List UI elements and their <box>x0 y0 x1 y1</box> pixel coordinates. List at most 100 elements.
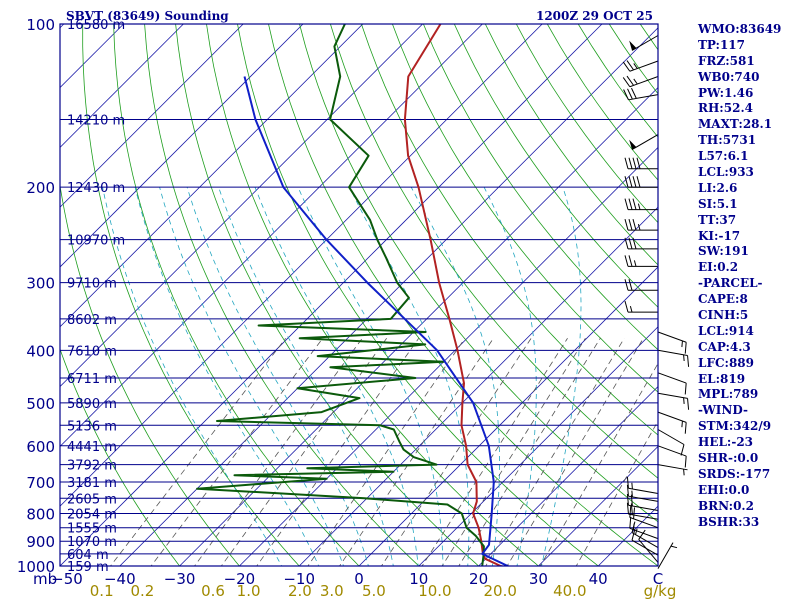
index-item: L57:6.1 <box>698 149 749 164</box>
wind-barb-half-feather <box>635 528 638 535</box>
height-label: 16580 m <box>67 18 125 33</box>
wind-barb <box>622 75 659 88</box>
wind-barb-full-feather <box>687 355 690 367</box>
wind-barb <box>624 237 658 250</box>
pressure-tick-label: 700 <box>26 474 55 492</box>
wind-barb <box>624 198 658 211</box>
wind-barb <box>624 218 658 231</box>
isotherm-line <box>119 27 658 566</box>
index-item: RH:52.4 <box>698 101 753 116</box>
temperature-tick-label: −10 <box>283 570 315 588</box>
wind-barb-staff <box>628 495 659 502</box>
mixing-ratio-label: 1.0 <box>237 582 261 600</box>
height-label: 604 m <box>67 548 109 563</box>
wind-barb-half-feather <box>683 469 685 476</box>
wind-barb-half-feather <box>637 223 641 231</box>
index-item: BRN:0.2 <box>698 498 754 513</box>
wind-barb-staff <box>657 542 674 569</box>
wind-barb <box>629 134 659 151</box>
wind-barb-full-feather <box>684 342 687 354</box>
wind-barb <box>657 429 685 456</box>
index-item: SW:191 <box>698 244 749 259</box>
wind-barb-staff <box>657 411 687 423</box>
wind-barbs <box>622 35 690 569</box>
temperature-tick-label: 40 <box>589 570 608 588</box>
wind-barb-half-feather <box>681 340 683 348</box>
mixing-ratio-label: 0.1 <box>90 582 114 600</box>
index-item: BSHR:33 <box>698 514 760 529</box>
wind-barb <box>622 60 659 72</box>
wind-barb-staff <box>629 76 659 88</box>
moist-adiabat-line <box>349 187 470 566</box>
mixing-ratio-label: 3.0 <box>320 582 344 600</box>
index-item: LFC:889 <box>698 355 754 370</box>
index-item: CINH:5 <box>698 308 749 323</box>
wind-barb-half-feather <box>683 354 685 362</box>
height-label: 2605 m <box>67 492 117 507</box>
wind-barb-full-feather <box>633 507 636 519</box>
wind-barb-full-feather <box>622 77 631 88</box>
mixing-ratio-label: 40.0 <box>553 582 586 600</box>
index-item: CAPE:8 <box>698 292 748 307</box>
height-label: 4441 m <box>67 440 117 455</box>
temperature-tick-label: −30 <box>164 570 196 588</box>
wind-barb-full-feather <box>624 218 629 231</box>
pressure-tick-label: 300 <box>26 275 55 293</box>
isotherm-line <box>60 24 244 208</box>
wind-barb-staff <box>629 60 659 72</box>
plot-frame <box>59 23 659 567</box>
isotherm-line <box>298 206 658 566</box>
index-item: TT:37 <box>698 212 737 227</box>
wind-barb <box>624 300 658 313</box>
wind-barb-half-feather <box>631 482 633 490</box>
mixing-ratio-label: 10.0 <box>418 582 451 600</box>
pressure-tick-label: 500 <box>26 395 55 413</box>
index-item: CAP:4.3 <box>698 339 751 354</box>
wind-barb-staff <box>657 331 687 343</box>
wind-barb-half-feather <box>670 545 678 549</box>
wind-barb-full-feather <box>624 198 629 210</box>
height-label: 8602 m <box>67 313 117 328</box>
wind-barb-staff <box>657 464 688 471</box>
stability-indices-panel: WMO:83649 TP:117 FRZ:581 WB0:740 PW:1.46 RH:5… <box>698 22 781 531</box>
wind-barb-staff <box>628 513 659 520</box>
wind-barb <box>624 176 658 188</box>
height-label: 10970 m <box>67 234 125 249</box>
wind-barb-full-feather <box>632 157 637 169</box>
wind-barb-pennant <box>629 40 637 51</box>
wind-barb-half-feather <box>681 420 683 428</box>
wind-barb <box>657 331 687 354</box>
height-label: 3181 m <box>67 476 117 491</box>
index-item: HEL:-23 <box>698 435 754 450</box>
wind-barb-full-feather <box>628 218 633 231</box>
wind-barb-staff <box>657 429 685 445</box>
wind-barb <box>629 35 659 51</box>
pressure-unit-label: mb <box>33 570 57 588</box>
wind-barb-staff <box>657 392 688 399</box>
wind-barb-full-feather <box>632 198 637 210</box>
index-item: TP:117 <box>698 37 746 52</box>
isotherm-line <box>60 24 184 148</box>
wind-barb <box>657 392 690 410</box>
wind-barb <box>626 476 659 494</box>
temperature-tick-label: 20 <box>469 570 488 588</box>
wind-barb-full-feather <box>623 89 629 101</box>
wind-barb-half-feather <box>629 305 633 313</box>
temperature-tick-label: −40 <box>104 570 136 588</box>
wind-barb-staff <box>628 487 659 494</box>
pressure-tick-label: 400 <box>26 342 55 360</box>
index-item: LCL:914 <box>698 323 754 338</box>
moist-adiabat-line <box>102 187 283 566</box>
height-label: 7610 m <box>67 344 117 359</box>
wind-barb-staff <box>657 349 688 357</box>
height-label: 14210 m <box>67 113 125 128</box>
wind-barb-staff <box>631 539 659 556</box>
wind-barb-full-feather <box>624 279 629 291</box>
wind-barb-full-feather <box>632 218 637 231</box>
height-label: 2054 m <box>67 508 117 523</box>
pressure-tick-label: 900 <box>26 533 55 551</box>
mixing-ratio-label: 0.2 <box>130 582 154 600</box>
height-label: 3792 m <box>67 459 117 474</box>
height-label: 12430 m <box>67 181 125 196</box>
